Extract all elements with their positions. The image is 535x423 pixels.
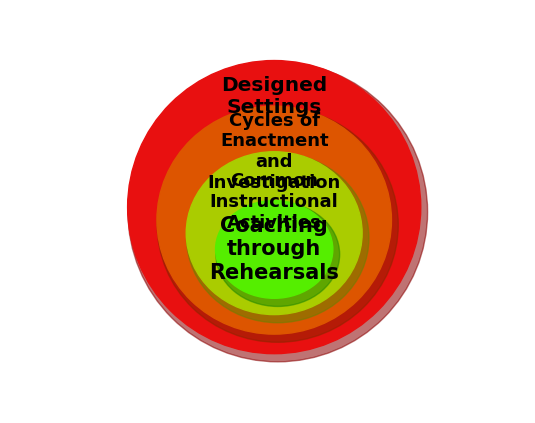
Text: Coaching
through
Rehearsals: Coaching through Rehearsals bbox=[209, 216, 339, 283]
Ellipse shape bbox=[128, 60, 421, 354]
Ellipse shape bbox=[157, 106, 392, 334]
Text: Designed
Settings: Designed Settings bbox=[221, 76, 327, 117]
Ellipse shape bbox=[187, 154, 369, 323]
Ellipse shape bbox=[216, 201, 333, 298]
Ellipse shape bbox=[128, 62, 427, 362]
Text: Cycles of
Enactment
and
Investigation: Cycles of Enactment and Investigation bbox=[208, 112, 341, 192]
Ellipse shape bbox=[157, 108, 398, 342]
Text: Common
Instructional
Activities: Common Instructional Activities bbox=[210, 173, 339, 232]
Ellipse shape bbox=[216, 202, 340, 306]
Ellipse shape bbox=[186, 152, 362, 315]
